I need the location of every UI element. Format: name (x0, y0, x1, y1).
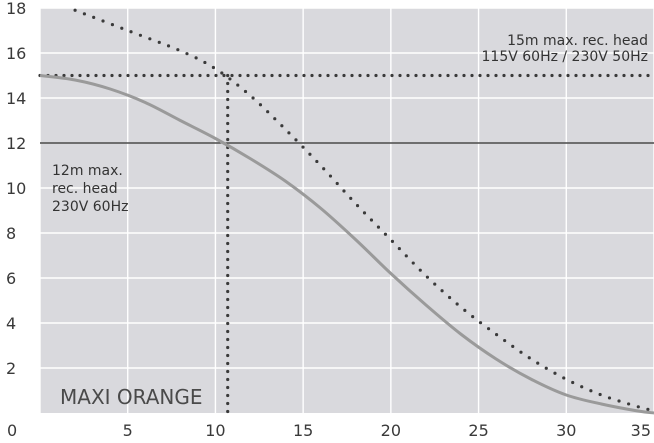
x-tick-label: 30 (556, 421, 576, 440)
y-tick-label: 2 (6, 359, 16, 378)
series-solid-curve (39, 74, 654, 415)
annotation-12m-line2: rec. head (52, 181, 118, 197)
annotation-12m-line1: 12m max. (52, 163, 123, 179)
y-tick-label: 10 (6, 179, 26, 198)
product-label: MAXI ORANGE (60, 385, 203, 409)
series-group (39, 8, 654, 415)
x-tick-label: 10 (205, 421, 225, 440)
y-tick-label: 6 (6, 269, 16, 288)
x-tick-label: 20 (381, 421, 401, 440)
x-tick-labels: 0 5 10 15 20 25 30 35 (7, 421, 651, 440)
y-tick-label: 4 (6, 314, 16, 333)
y-tick-label: 8 (6, 224, 16, 243)
series-dotted-curve (73, 8, 654, 413)
x-tick-label: 15 (293, 421, 313, 440)
plot-area (40, 8, 654, 413)
x-tick-label: 5 (123, 421, 133, 440)
annotation-12m-line3: 230V 60Hz (52, 199, 128, 215)
annotation-15m-line2: 115V 60Hz / 230V 50Hz (482, 49, 649, 65)
x-tick-label: 0 (7, 421, 17, 440)
x-tick-label: 35 (631, 421, 651, 440)
y-tick-label: 12 (6, 134, 26, 153)
reference-lines (38, 73, 654, 415)
y-tick-label: 16 (6, 44, 26, 63)
annotation-15m-line1: 15m max. rec. head (507, 33, 648, 49)
y-tick-label: 14 (6, 89, 26, 108)
y-tick-labels: 2 4 6 8 10 12 14 16 18 (6, 0, 26, 378)
x-tick-label: 25 (468, 421, 488, 440)
y-tick-label: 18 (6, 0, 26, 18)
